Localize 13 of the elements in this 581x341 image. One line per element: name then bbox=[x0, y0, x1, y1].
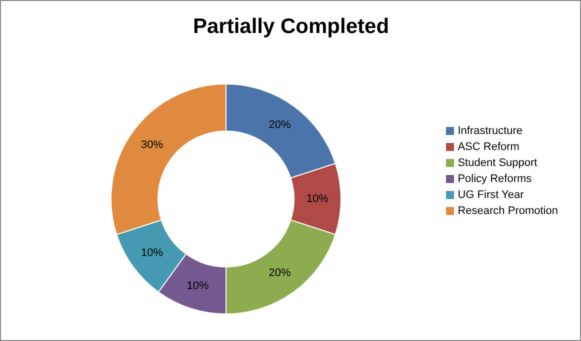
legend-label: UG First Year bbox=[458, 188, 524, 200]
legend-label: Research Promotion bbox=[458, 204, 558, 216]
legend-label: Student Support bbox=[458, 156, 538, 168]
legend-label: Policy Reforms bbox=[458, 172, 532, 184]
legend-label: ASC Reform bbox=[458, 140, 520, 152]
data-label: 10% bbox=[140, 246, 164, 259]
data-label: 10% bbox=[186, 280, 209, 292]
data-label: 20% bbox=[268, 118, 291, 131]
chart-title: Partially Completed bbox=[192, 15, 390, 39]
data-label: 20% bbox=[268, 267, 291, 280]
data-label: 10% bbox=[306, 193, 329, 205]
legend-label: Infrastructure bbox=[458, 124, 523, 136]
data-label: 30% bbox=[140, 139, 164, 152]
